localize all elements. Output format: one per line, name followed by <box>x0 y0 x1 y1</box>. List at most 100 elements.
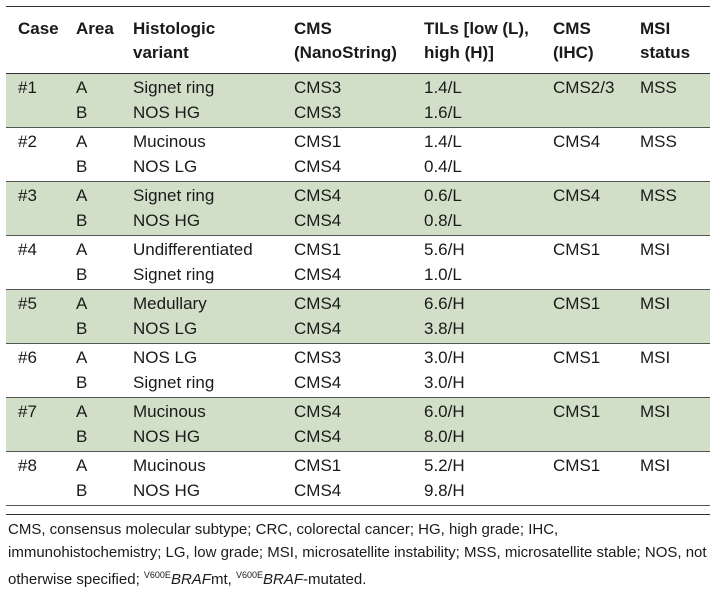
cell-variant: Medullary <box>133 294 207 313</box>
cell-variant: Mucinous <box>133 456 206 475</box>
cell-area: B <box>76 265 88 284</box>
cell-msi-status: MSI <box>640 402 671 421</box>
cell-cms-nanostring: CMS4 <box>294 294 342 313</box>
cell-cms-nanostring: CMS4 <box>294 211 342 230</box>
cell-variant: NOS HG <box>133 103 201 122</box>
header-area: Area <box>76 19 114 38</box>
cell-variant: Signet ring <box>133 186 215 205</box>
cell-msi-status: MSS <box>640 78 677 97</box>
cell-area: B <box>76 319 88 338</box>
cell-variant: Signet ring <box>133 373 215 392</box>
table-row: #3 A Signet ring CMS4 0.6/L CMS4 MSS B NOS HG CMS… <box>6 182 710 236</box>
cell-cms-ihc: CMS4 <box>553 186 601 205</box>
cell-tils: 6.0/H <box>424 402 465 421</box>
cell-msi-status: MSI <box>640 240 671 259</box>
cell-tils: 9.8/H <box>424 481 465 500</box>
cell-area: B <box>76 373 88 392</box>
cell-area: A <box>76 240 88 259</box>
footnote: CMS, consensus molecular subtype; CRC, c… <box>6 514 710 591</box>
cell-cms-nanostring: CMS4 <box>294 373 342 392</box>
cell-case: #6 <box>18 348 37 367</box>
cell-cms-nanostring: CMS4 <box>294 481 342 500</box>
cell-tils: 1.4/L <box>424 132 462 151</box>
header-case: Case <box>18 19 59 38</box>
cell-case: #5 <box>18 294 37 313</box>
cell-tils: 0.6/L <box>424 186 462 205</box>
cell-cms-ihc: CMS1 <box>553 240 601 259</box>
cell-msi-status: MSI <box>640 348 671 367</box>
cell-area: A <box>76 348 88 367</box>
cell-tils: 1.0/L <box>424 265 462 284</box>
cell-area: A <box>76 402 88 421</box>
cell-cms-nanostring: CMS3 <box>294 103 342 122</box>
cell-cms-nanostring: CMS4 <box>294 427 342 446</box>
cell-tils: 5.2/H <box>424 456 465 475</box>
table-row: #8 A Mucinous CMS1 5.2/H CMS1 MSI B NOS HG CMS4 9.… <box>6 452 710 506</box>
cell-case: #1 <box>18 78 37 97</box>
cell-variant: NOS HG <box>133 427 201 446</box>
table-body: #1 A Signet ring CMS3 1.4/L CMS2/3 MSS B NOS HG C… <box>6 74 710 506</box>
header-tils: TILs [low (L), high (H)] <box>424 19 529 62</box>
cell-area: B <box>76 157 88 176</box>
table-row: #4 A Undifferentiated CMS1 5.6/H CMS1 MSI B Sign… <box>6 236 710 290</box>
cell-cms-ihc: CMS1 <box>553 456 601 475</box>
cell-variant: Mucinous <box>133 132 206 151</box>
cell-area: B <box>76 103 88 122</box>
cell-cms-ihc: CMS2/3 <box>553 78 615 97</box>
header-cms-nanostring: CMS (NanoString) <box>294 19 397 62</box>
footnote-text: CMS, consensus molecular subtype; CRC, c… <box>8 521 707 588</box>
cell-cms-nanostring: CMS1 <box>294 456 342 475</box>
cell-area: B <box>76 427 88 446</box>
cell-cms-ihc: CMS1 <box>553 294 601 313</box>
cell-cms-nanostring: CMS1 <box>294 240 342 259</box>
cell-area: A <box>76 456 88 475</box>
header-variant: Histologic variant <box>133 19 216 62</box>
cell-tils: 6.6/H <box>424 294 465 313</box>
table-row: #5 A Medullary CMS4 6.6/H CMS1 MSI B NOS LG CMS4 3… <box>6 290 710 344</box>
cell-cms-nanostring: CMS3 <box>294 78 342 97</box>
header-msi: MSI status <box>640 19 691 62</box>
cell-variant: NOS LG <box>133 319 198 338</box>
cell-case: #3 <box>18 186 37 205</box>
cell-area: A <box>76 186 88 205</box>
cell-tils: 5.6/H <box>424 240 465 259</box>
cell-tils: 3.0/H <box>424 373 465 392</box>
table-header: Case Area Histologic variant CMS (NanoStri… <box>6 6 710 74</box>
cell-cms-nanostring: CMS4 <box>294 265 342 284</box>
cell-cms-nanostring: CMS4 <box>294 402 342 421</box>
cell-variant: NOS HG <box>133 481 201 500</box>
cell-cms-nanostring: CMS3 <box>294 348 342 367</box>
cell-case: #4 <box>18 240 37 259</box>
cell-variant: Mucinous <box>133 402 206 421</box>
cell-tils: 0.8/L <box>424 211 462 230</box>
cell-tils: 1.6/L <box>424 103 462 122</box>
cell-tils: 8.0/H <box>424 427 465 446</box>
cell-variant: Signet ring <box>133 78 215 97</box>
cell-area: A <box>76 78 88 97</box>
cell-cms-nanostring: CMS4 <box>294 186 342 205</box>
cell-case: #2 <box>18 132 37 151</box>
table-row: #7 A Mucinous CMS4 6.0/H CMS1 MSI B NOS HG CMS4 8.… <box>6 398 710 452</box>
data-table: Case Area Histologic variant CMS (NanoStri… <box>6 6 710 506</box>
cell-tils: 0.4/L <box>424 157 462 176</box>
cell-cms-nanostring: CMS4 <box>294 319 342 338</box>
cell-cms-nanostring: CMS4 <box>294 157 342 176</box>
cell-tils: 3.8/H <box>424 319 465 338</box>
cell-variant: Undifferentiated <box>133 240 253 259</box>
table-row: #6 A NOS LG CMS3 3.0/H CMS1 MSI B Signet ring CMS… <box>6 344 710 398</box>
cell-tils: 1.4/L <box>424 78 462 97</box>
cell-msi-status: MSS <box>640 132 677 151</box>
cell-case: #7 <box>18 402 37 421</box>
cell-tils: 3.0/H <box>424 348 465 367</box>
cell-variant: NOS LG <box>133 157 198 176</box>
cell-area: A <box>76 132 88 151</box>
header-cms-ihc: CMS (IHC) <box>553 19 594 62</box>
table-row: #2 A Mucinous CMS1 1.4/L CMS4 MSS B NOS LG CMS4 0.… <box>6 128 710 182</box>
cell-cms-nanostring: CMS1 <box>294 132 342 151</box>
cell-variant: NOS LG <box>133 348 198 367</box>
cell-cms-ihc: CMS4 <box>553 132 601 151</box>
cell-variant: NOS HG <box>133 211 201 230</box>
cell-msi-status: MSI <box>640 294 671 313</box>
cell-cms-ihc: CMS1 <box>553 402 601 421</box>
cell-msi-status: MSS <box>640 186 677 205</box>
